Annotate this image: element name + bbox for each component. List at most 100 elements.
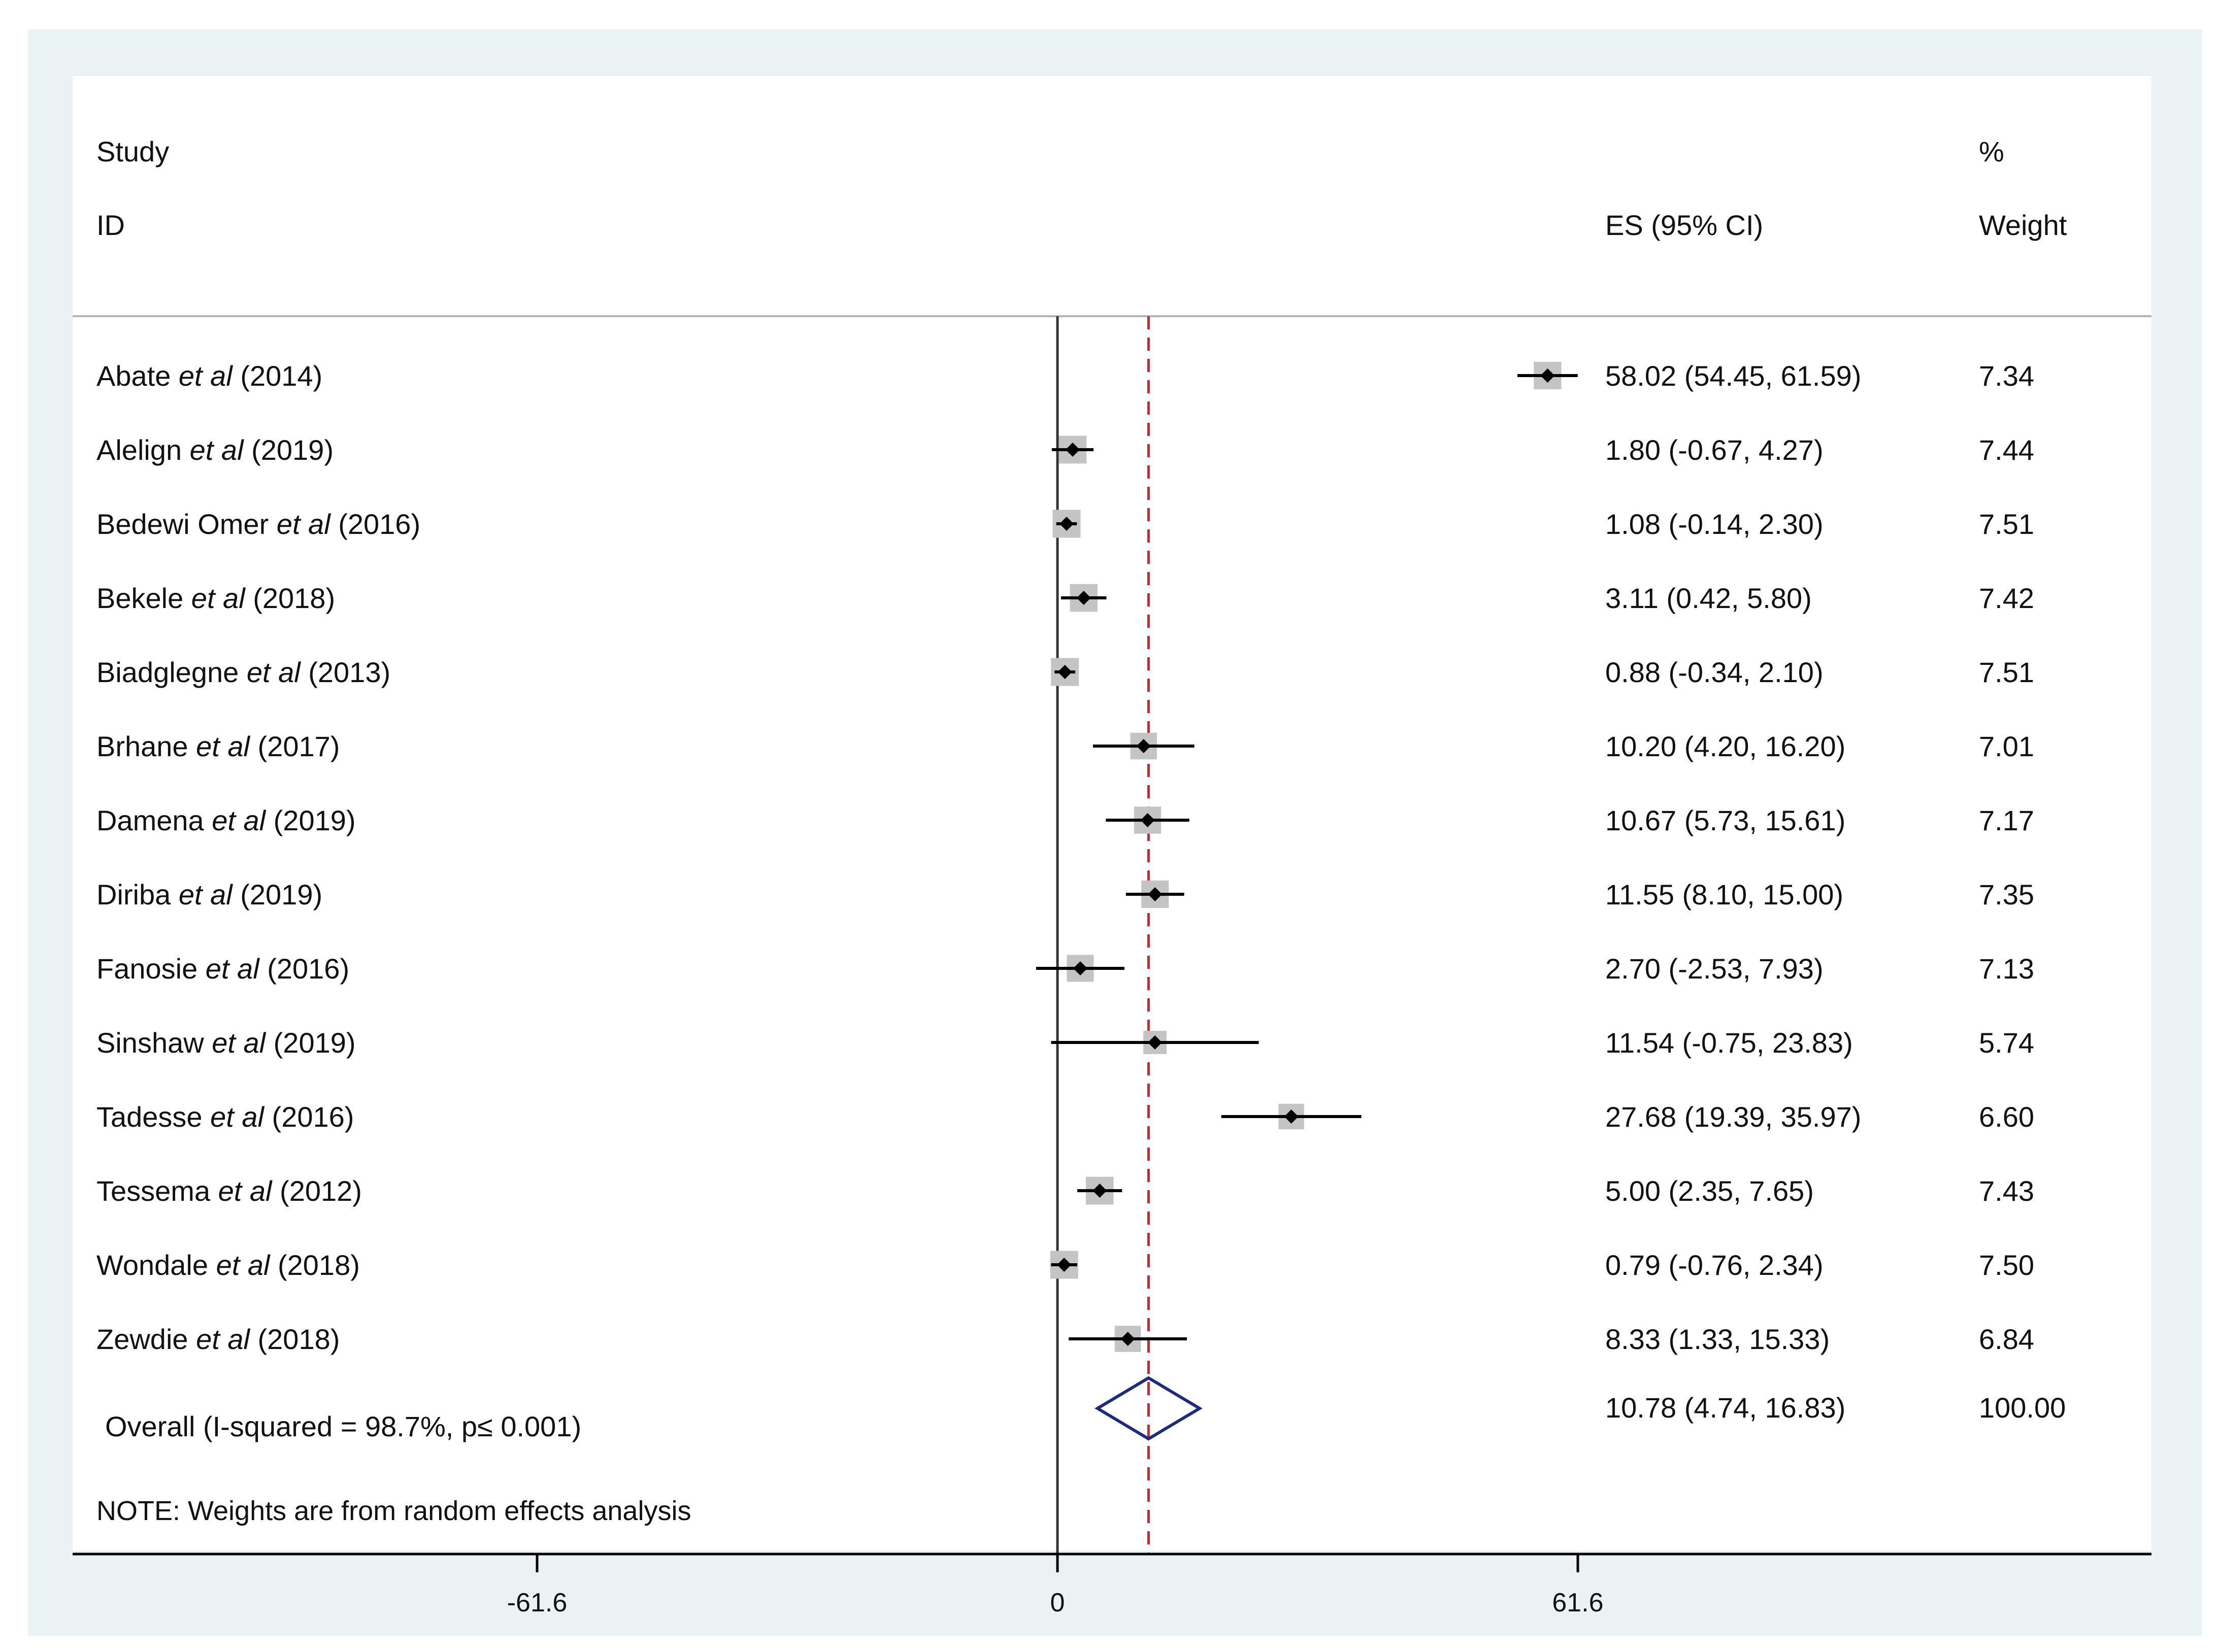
study-author: Alelign — [96, 434, 190, 466]
study-author: Wondale — [96, 1249, 216, 1281]
study-author: Diriba — [96, 879, 179, 911]
plot-area — [73, 76, 2151, 1550]
study-weight: 7.44 — [1979, 434, 2034, 466]
study-weight: 7.01 — [1979, 730, 2034, 762]
point-estimate — [1059, 517, 1074, 531]
overall-es-text: 10.78 (4.74, 16.83) — [1605, 1392, 1845, 1424]
header-weight: Weight — [1979, 209, 2067, 241]
study-year: (2018) — [250, 1323, 340, 1355]
header-study: Study — [96, 136, 169, 167]
study-weight: 7.17 — [1979, 804, 2034, 836]
study-weight: 7.13 — [1979, 953, 2034, 985]
point-estimate — [1092, 1184, 1107, 1198]
study-es-text: 11.54 (-0.75, 23.83) — [1605, 1027, 1853, 1059]
study-author: Bedewi Omer — [96, 508, 277, 540]
point-estimate — [1057, 1258, 1072, 1272]
study-es-text: 5.00 (2.35, 7.65) — [1605, 1175, 1814, 1207]
point-estimate — [1540, 368, 1555, 383]
study-year: (2019) — [233, 879, 322, 911]
point-estimate — [1284, 1109, 1299, 1124]
study-label: Sinshaw et al (2019) — [96, 1027, 356, 1059]
study-etal: et al — [247, 656, 301, 688]
study-year: (2018) — [270, 1249, 359, 1281]
study-year: (2012) — [272, 1175, 362, 1207]
study-label: Abate et al (2014) — [96, 360, 322, 392]
study-weight: 7.43 — [1979, 1175, 2034, 1207]
point-estimate — [1120, 1332, 1135, 1346]
study-etal: et al — [206, 953, 260, 985]
study-year: (2019) — [266, 804, 355, 836]
study-label: Brhane et al (2017) — [96, 730, 340, 762]
point-estimate — [1148, 887, 1163, 901]
point-estimate — [1073, 961, 1087, 975]
study-es-text: 11.55 (8.10, 15.00) — [1605, 879, 1843, 911]
point-estimate — [1076, 591, 1091, 605]
study-year: (2016) — [264, 1101, 354, 1133]
study-year: (2014) — [233, 360, 322, 392]
x-tick-label: 61.6 — [1552, 1588, 1603, 1617]
header-id: ID — [96, 209, 125, 241]
x-tick-label: 0 — [1050, 1588, 1065, 1617]
study-year: (2016) — [259, 953, 349, 985]
study-etal: et al — [191, 582, 246, 614]
study-author: Sinshaw — [96, 1027, 212, 1059]
study-author: Damena — [96, 804, 212, 836]
study-year: (2016) — [330, 508, 420, 540]
study-weight: 6.60 — [1979, 1101, 2034, 1133]
study-label: Tessema et al (2012) — [96, 1175, 362, 1207]
study-year: (2013) — [301, 656, 390, 688]
study-es-text: 10.67 (5.73, 15.61) — [1605, 804, 1845, 836]
study-etal: et al — [190, 434, 244, 466]
study-label: Tadesse et al (2016) — [96, 1101, 354, 1133]
study-author: Biadglegne — [96, 656, 247, 688]
study-weight: 7.35 — [1979, 879, 2034, 911]
study-weight: 6.84 — [1979, 1323, 2034, 1355]
study-label: Wondale et al (2018) — [96, 1249, 360, 1281]
study-weight: 7.42 — [1979, 582, 2034, 614]
study-label: Bedewi Omer et al (2016) — [96, 508, 420, 540]
overall-diamond — [1095, 1376, 1203, 1441]
study-es-text: 27.68 (19.39, 35.97) — [1605, 1101, 1861, 1133]
study-es-text: 58.02 (54.45, 61.59) — [1605, 360, 1861, 392]
point-estimate — [1057, 665, 1072, 679]
study-etal: et al — [216, 1249, 271, 1281]
study-author: Brhane — [96, 730, 196, 762]
study-es-text: 10.20 (4.20, 16.20) — [1605, 730, 1845, 762]
study-es-text: 8.33 (1.33, 15.33) — [1605, 1323, 1830, 1355]
study-label: Alelign et al (2019) — [96, 434, 334, 466]
x-axis-ticks: -61.6 0 61.6 — [507, 1554, 1604, 1617]
study-es-text: 3.11 (0.42, 5.80) — [1605, 582, 1812, 614]
study-etal: et al — [196, 730, 250, 762]
weights-note: NOTE: Weights are from random effects an… — [96, 1496, 691, 1526]
point-estimate — [1065, 443, 1080, 457]
study-label: Damena et al (2019) — [96, 804, 356, 836]
study-etal: et al — [196, 1323, 250, 1355]
study-author: Tessema — [96, 1175, 218, 1207]
study-es-text: 1.08 (-0.14, 2.30) — [1605, 508, 1824, 540]
study-year: (2019) — [244, 434, 334, 466]
study-es-text: 0.88 (-0.34, 2.10) — [1605, 656, 1824, 688]
study-label: Fanosie et al (2016) — [96, 953, 349, 985]
study-weight: 7.51 — [1979, 508, 2034, 540]
point-estimate — [1136, 739, 1151, 753]
overall-label: Overall (I-squared = 98.7%, p≤ 0.001) — [105, 1410, 581, 1442]
study-year: (2017) — [250, 730, 340, 762]
study-author: Zewdie — [96, 1323, 196, 1355]
study-author: Tadesse — [96, 1101, 210, 1133]
x-tick-label: -61.6 — [507, 1588, 568, 1617]
point-estimate — [1148, 1035, 1163, 1050]
study-year: (2019) — [266, 1027, 355, 1059]
study-etal: et al — [277, 508, 331, 540]
study-label: Diriba et al (2019) — [96, 879, 322, 911]
study-etal: et al — [210, 1101, 264, 1133]
study-etal: et al — [179, 360, 233, 392]
study-year: (2018) — [245, 582, 335, 614]
study-author: Fanosie — [96, 953, 206, 985]
header-percent: % — [1979, 136, 2004, 167]
study-label: Biadglegne et al (2013) — [96, 656, 390, 688]
study-etal: et al — [212, 804, 266, 836]
study-etal: et al — [212, 1027, 266, 1059]
header-es: ES (95% CI) — [1605, 209, 1763, 241]
